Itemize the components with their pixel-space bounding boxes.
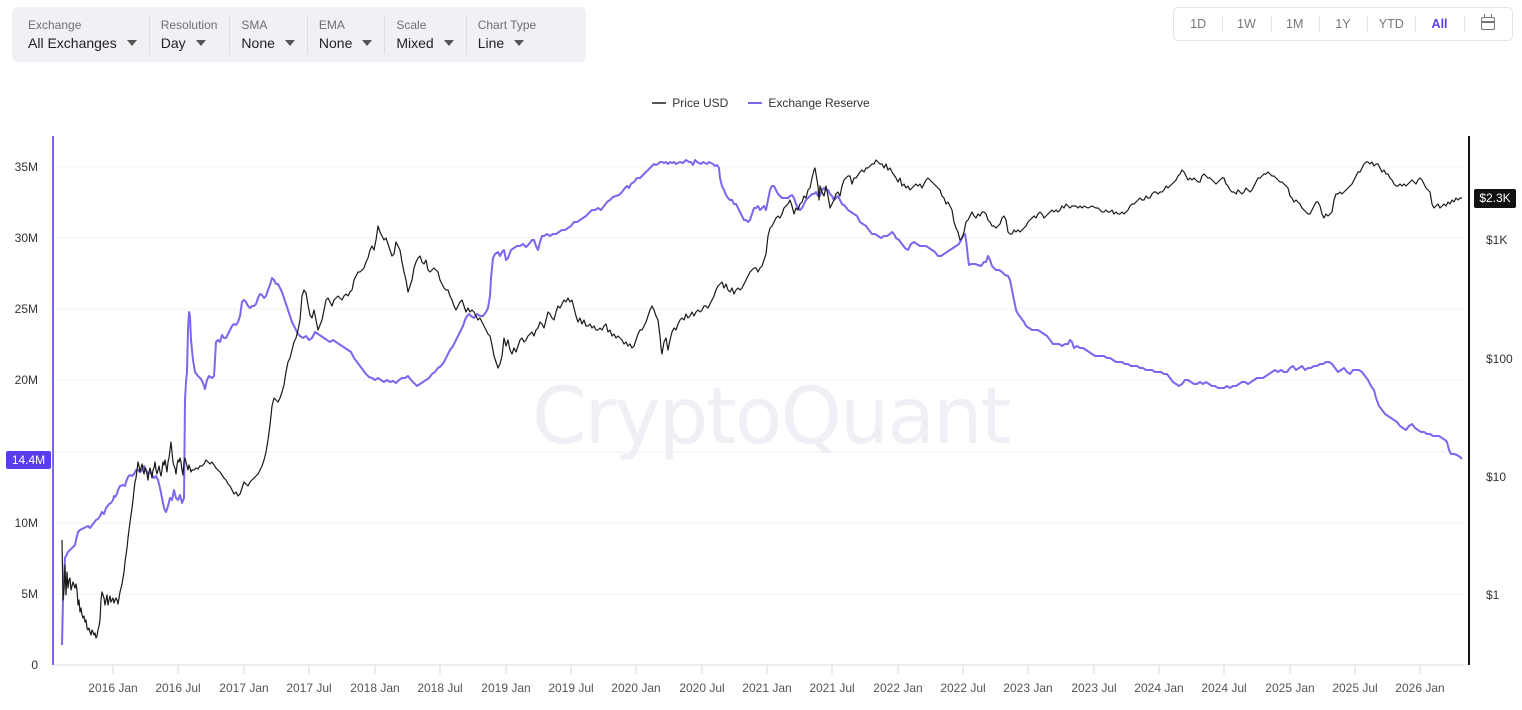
time-range-selector: 1D 1W 1M 1Y YTD All bbox=[1173, 7, 1513, 41]
reserve-current-value-badge: 14.4M bbox=[6, 451, 51, 469]
svg-text:2020 Jul: 2020 Jul bbox=[679, 681, 724, 695]
ema-label: EMA bbox=[318, 17, 345, 32]
svg-text:$1: $1 bbox=[1486, 588, 1500, 602]
chart-type-dropdown[interactable]: Chart Type Line bbox=[465, 7, 548, 62]
watermark-logo: CryptoQuant bbox=[532, 372, 1010, 462]
svg-text:2022 Jul: 2022 Jul bbox=[940, 681, 985, 695]
scale-dropdown[interactable]: Scale Mixed bbox=[384, 7, 465, 62]
exchange-reserve-line bbox=[61, 159, 1463, 646]
chart-settings-toolbar: Exchange All Exchanges Resolution Day SM… bbox=[12, 7, 586, 62]
svg-text:2016 Jan: 2016 Jan bbox=[88, 681, 137, 695]
range-1y-button[interactable]: 1Y bbox=[1318, 7, 1367, 41]
svg-text:2021 Jan: 2021 Jan bbox=[742, 681, 791, 695]
svg-text:2017 Jan: 2017 Jan bbox=[219, 681, 268, 695]
chart-type-label: Chart Type bbox=[477, 17, 537, 32]
price-usd-line bbox=[61, 159, 1462, 639]
svg-text:2023 Jan: 2023 Jan bbox=[1003, 681, 1052, 695]
caret-down-icon bbox=[362, 39, 373, 46]
resolution-dropdown[interactable]: Resolution Day bbox=[148, 7, 230, 62]
resolution-value: Day bbox=[160, 34, 186, 51]
gridlines bbox=[54, 166, 1464, 595]
caret-down-icon bbox=[284, 39, 295, 46]
reserve-line-swatch-icon bbox=[748, 102, 763, 104]
svg-text:$100: $100 bbox=[1486, 352, 1513, 366]
caret-down-icon bbox=[514, 39, 525, 46]
svg-text:2018 Jul: 2018 Jul bbox=[417, 681, 462, 695]
y-axis-right-labels: $1K $100 $10 $1 bbox=[1486, 233, 1513, 602]
legend-item-reserve[interactable]: Exchange Reserve bbox=[748, 96, 870, 110]
svg-text:25M: 25M bbox=[15, 302, 38, 316]
sma-dropdown[interactable]: SMA None bbox=[229, 7, 306, 62]
sma-value: None bbox=[241, 34, 275, 51]
svg-text:2021 Jul: 2021 Jul bbox=[809, 681, 854, 695]
scale-label: Scale bbox=[396, 17, 427, 32]
svg-text:0: 0 bbox=[31, 658, 38, 672]
svg-text:10M: 10M bbox=[15, 516, 38, 530]
svg-text:2025 Jan: 2025 Jan bbox=[1265, 681, 1314, 695]
svg-text:$10: $10 bbox=[1486, 470, 1506, 484]
svg-text:2024 Jul: 2024 Jul bbox=[1201, 681, 1246, 695]
legend-price-label: Price USD bbox=[672, 96, 729, 110]
legend-reserve-label: Exchange Reserve bbox=[768, 96, 870, 110]
svg-text:2020 Jan: 2020 Jan bbox=[611, 681, 660, 695]
legend-item-price[interactable]: Price USD bbox=[652, 96, 728, 110]
ema-dropdown[interactable]: EMA None bbox=[306, 7, 384, 62]
exchange-label: Exchange bbox=[28, 17, 82, 32]
svg-text:20M: 20M bbox=[15, 373, 38, 387]
svg-text:2023 Jul: 2023 Jul bbox=[1071, 681, 1116, 695]
chart-legend: Price USD Exchange Reserve bbox=[0, 96, 1522, 110]
range-1d-button[interactable]: 1D bbox=[1190, 17, 1207, 31]
date-picker-button[interactable] bbox=[1463, 7, 1512, 41]
price-current-value-badge: $2.3K bbox=[1474, 189, 1516, 208]
svg-text:2018 Jan: 2018 Jan bbox=[350, 681, 399, 695]
svg-text:2017 Jul: 2017 Jul bbox=[286, 681, 331, 695]
resolution-label: Resolution bbox=[160, 17, 218, 32]
caret-down-icon bbox=[195, 39, 206, 46]
svg-text:2019 Jan: 2019 Jan bbox=[481, 681, 530, 695]
scale-value: Mixed bbox=[396, 34, 434, 51]
calendar-icon bbox=[1480, 14, 1495, 31]
svg-text:5M: 5M bbox=[21, 587, 38, 601]
caret-down-icon bbox=[443, 39, 454, 46]
range-1w-button[interactable]: 1W bbox=[1222, 7, 1270, 41]
svg-text:2016 Jul: 2016 Jul bbox=[155, 681, 200, 695]
chart-type-value: Line bbox=[477, 34, 505, 51]
range-1m-button[interactable]: 1M bbox=[1270, 7, 1319, 41]
svg-text:2019 Jul: 2019 Jul bbox=[548, 681, 593, 695]
price-line-swatch-icon bbox=[652, 102, 667, 104]
svg-text:2026 Jan: 2026 Jan bbox=[1395, 681, 1444, 695]
range-ytd-button[interactable]: YTD bbox=[1367, 7, 1415, 41]
ema-value: None bbox=[318, 34, 353, 51]
svg-text:35M: 35M bbox=[15, 160, 38, 174]
caret-down-icon bbox=[126, 39, 137, 46]
exchange-dropdown[interactable]: Exchange All Exchanges bbox=[16, 7, 149, 62]
svg-text:2024 Jan: 2024 Jan bbox=[1134, 681, 1183, 695]
exchange-value: All Exchanges bbox=[28, 34, 117, 51]
sma-label: SMA bbox=[241, 17, 268, 32]
svg-text:30M: 30M bbox=[15, 231, 38, 245]
svg-text:$1K: $1K bbox=[1486, 233, 1507, 247]
y-axis-left-labels: 35M 30M 25M 20M 10M 5M 0 bbox=[15, 160, 39, 672]
x-axis-labels: 2016 Jan 2016 Jul 2017 Jan 2017 Jul 2018… bbox=[88, 681, 1444, 695]
x-axis-ticks bbox=[112, 665, 1421, 674]
svg-text:2025 Jul: 2025 Jul bbox=[1332, 681, 1377, 695]
svg-text:2022 Jan: 2022 Jan bbox=[873, 681, 922, 695]
range-all-button[interactable]: All bbox=[1415, 7, 1463, 41]
